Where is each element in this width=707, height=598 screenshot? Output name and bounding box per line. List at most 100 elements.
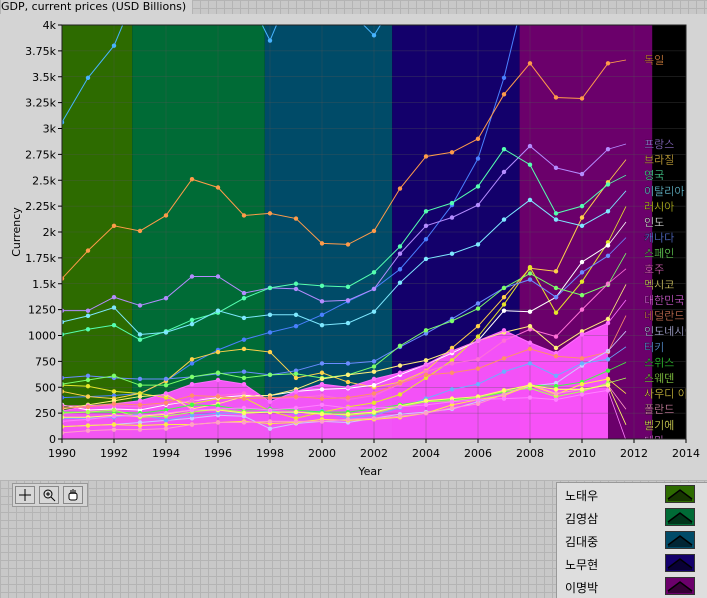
series-3-point [345, 284, 351, 290]
series-4-point [111, 305, 117, 310]
series-0-point [423, 154, 429, 159]
series-20-point [345, 405, 351, 411]
series-20-point [111, 414, 117, 419]
y-tick-label: 3.75k [25, 45, 56, 58]
crosshair-tool-button[interactable] [15, 486, 35, 504]
series-18-point [371, 416, 377, 421]
series-16-point [527, 386, 533, 391]
series-11-point [345, 385, 351, 390]
series-3-point [267, 285, 273, 291]
series-6-point [527, 309, 533, 314]
series-4-point [423, 256, 429, 262]
x-tick-label: 2002 [360, 447, 388, 460]
series-7-point [241, 369, 247, 374]
series-0-point [215, 185, 221, 190]
y-axis-panel [0, 14, 62, 480]
legend-swatch [665, 485, 695, 503]
series-9-point [189, 398, 195, 403]
series-0-point [397, 186, 403, 191]
series-0-point [579, 96, 585, 101]
extra-series-0-point [267, 38, 273, 43]
series-3-point [241, 296, 247, 301]
label-leader [607, 159, 627, 183]
series-8-line [62, 272, 609, 386]
series-14-line [62, 358, 609, 421]
series-3-point [293, 281, 299, 286]
series-7-point [579, 270, 585, 275]
series-20-point [293, 405, 299, 411]
series-15-point [189, 402, 195, 408]
series-20-point [371, 405, 377, 411]
series-11-point [215, 377, 221, 383]
series-10-line [62, 318, 609, 410]
legend-item-1[interactable]: 김영삼 [557, 506, 707, 529]
series-19-point [501, 388, 507, 393]
series-17-point [85, 423, 91, 428]
label-leader [607, 284, 627, 320]
series-4-point [163, 330, 169, 335]
series-16-point [111, 407, 117, 413]
series-4-point [62, 319, 65, 325]
series-20-point [241, 405, 247, 411]
label-leader [607, 237, 627, 257]
series-18-point [397, 414, 403, 419]
series-14-point [475, 381, 481, 387]
series-0-point [62, 276, 65, 281]
series-12-point [137, 402, 143, 408]
label-leader [607, 346, 627, 360]
series-18-point [85, 428, 91, 433]
series-14-point [501, 369, 507, 374]
series-3-point [137, 337, 143, 342]
zoom-tool-button[interactable] [39, 486, 59, 504]
series-20-point [163, 410, 169, 416]
series-0-line [62, 62, 609, 279]
series-18-point [215, 420, 221, 425]
series-2-point [62, 389, 65, 394]
series-8-point [267, 372, 273, 378]
series-12-point [293, 394, 299, 399]
series-19-point [475, 394, 481, 399]
series-1-point [85, 308, 91, 313]
series-4-point [215, 308, 221, 313]
extra-series-1-point [111, 393, 117, 398]
series-18-point [423, 410, 429, 416]
series-2-point [319, 370, 325, 375]
series-19-point [293, 409, 299, 415]
series-label-4: 이탈리아 [644, 185, 684, 198]
series-12-point [62, 405, 65, 411]
series-0-point [85, 248, 91, 253]
series-6-point [319, 387, 325, 392]
series-11-point [579, 332, 585, 337]
series-9-point [449, 361, 455, 366]
series-6-point [371, 382, 377, 388]
series-9-point [423, 369, 429, 374]
series-7-point [137, 376, 143, 382]
label-leader [607, 315, 627, 353]
y-tick-label: 1.5k [32, 278, 56, 291]
series-8-point [111, 373, 117, 379]
series-7-point [163, 376, 169, 382]
series-8-point [163, 382, 169, 388]
pan-tool-button[interactable] [63, 486, 83, 504]
graph-tool-palette [12, 483, 88, 507]
series-label-8: 스페인 [644, 247, 674, 260]
legend-item-0[interactable]: 노태우 [557, 483, 707, 506]
series-19-point [423, 398, 429, 403]
x-tick-label: 1990 [48, 447, 76, 460]
series-10-point [423, 358, 429, 363]
x-tick-label: 2010 [568, 447, 596, 460]
series-11-point [449, 348, 455, 354]
series-3-point [527, 162, 533, 167]
legend-item-3[interactable]: 노무현 [557, 552, 707, 575]
y-tick-label: 3.5k [32, 71, 56, 84]
series-12-point [579, 356, 585, 361]
extra-series-1-point [475, 156, 481, 161]
series-1-point [423, 223, 429, 228]
series-14-point [189, 412, 195, 418]
legend-item-2[interactable]: 김대중 [557, 529, 707, 552]
legend-swatch [665, 577, 695, 595]
legend-item-4[interactable]: 이명박 [557, 575, 707, 598]
series-5-point [553, 310, 559, 315]
series-8-point [241, 375, 247, 381]
series-8-point [293, 371, 299, 376]
